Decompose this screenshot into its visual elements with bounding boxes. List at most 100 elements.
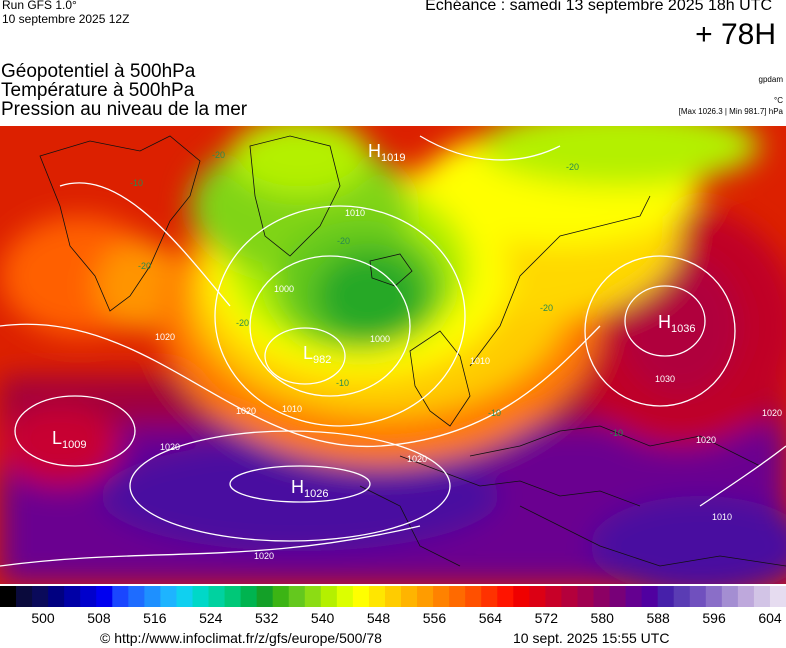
isobar-label: 1000 [274,284,294,294]
temperature-label: -10 [488,408,501,418]
color-swatch [577,586,595,607]
color-swatch [561,586,579,607]
color-swatch [208,586,226,607]
temperature-label: -10 [610,428,623,438]
isobar-label: 1010 [345,208,365,218]
isobar-label: 1030 [655,374,675,384]
color-swatch [48,586,65,607]
title-temperature: Température à 500hPa [1,80,195,101]
color-swatch [240,586,258,607]
isobar-label: 1010 [282,404,302,414]
color-scale-tick: 604 [758,610,782,626]
color-swatch [272,586,290,607]
temperature-label: -20 [540,303,553,313]
isobar-label: 1020 [254,551,274,561]
color-swatch [224,586,242,607]
pressure-centers: H1019 H1036 L982 L1009 H1026 [52,141,695,500]
color-swatch [433,586,450,607]
color-scale-tick: 548 [366,610,391,626]
color-swatch [673,586,691,607]
run-date: 10 septembre 2025 12Z [2,12,130,26]
color-swatch [304,586,322,607]
color-swatch [641,586,659,607]
isobar-labels: 1000 1000 1010 1010 1020 1020 1020 1020 … [155,208,782,561]
color-swatch [16,586,33,607]
color-swatch [112,586,129,607]
pressure-center: H1019 [368,141,405,164]
color-swatch [737,586,755,607]
pressure-center: H1026 [291,477,328,500]
color-swatch [721,586,739,607]
color-swatch [160,586,178,607]
coastlines [39,135,786,567]
unit-geopotential: gpdam [758,75,783,84]
color-scale-tick: 564 [478,610,503,626]
isobar-label: 1000 [370,334,390,344]
lead-time: + 78H [695,18,776,51]
color-swatch [689,586,707,607]
isobars [0,135,786,567]
forecast-valid-time: Echéance : samedi 13 septembre 2025 18h … [425,0,772,14]
color-swatch [513,586,530,607]
isobar-label: 1020 [696,435,716,445]
isobar-label: 1010 [712,512,732,522]
generation-date: 10 sept. 2025 15:55 UTC [513,630,670,646]
color-swatch [336,586,354,607]
color-swatch [96,586,113,607]
color-swatch [545,586,563,607]
color-scale-tick: 500 [31,610,55,626]
temperature-label: -20 [236,318,249,328]
color-swatch [64,586,81,607]
temperature-label: -20 [566,162,579,172]
color-scale-tick: 516 [143,610,167,626]
color-swatch [144,586,162,607]
color-swatch [593,586,611,607]
map-titles: Géopotentiel à 500hPa Température à 500h… [1,62,247,119]
color-swatch [401,586,418,607]
color-scale-tick: 508 [87,610,111,626]
unit-pressure-range: [Max 1026.3 | Min 981.7] hPa [678,107,783,116]
temperature-labels: -20 -20 -20 -20 -10 -10 -10 -10 -20 -20 [130,150,623,438]
run-model: Run GFS 1.0° [2,0,77,12]
color-scale-bar [0,586,786,607]
temperature-label: -10 [336,378,349,388]
color-swatch [417,586,434,607]
color-scale-ticks: 500 508 516 524 532 540 548 556 564 572 580 588 596 6… [0,608,786,630]
run-info: Run GFS 1.0° 10 septembre 2025 12Z [2,0,129,26]
title-pressure: Pression au niveau de la mer [1,99,248,120]
isobar-label: 1020 [407,454,427,464]
color-swatch [465,586,482,607]
isobar-label: 1010 [470,356,490,366]
color-swatch [288,586,306,607]
title-geopotential: Géopotentiel à 500hPa [1,61,196,82]
color-swatch [481,586,498,607]
isobar-label: 1020 [236,406,256,416]
color-scale-tick: 532 [255,610,279,626]
weather-map: H1019 H1036 L982 L1009 H1026 1000 1000 1… [0,126,786,584]
color-swatch [753,586,771,607]
source-url: © http://www.infoclimat.fr/z/gfs/europe/… [100,630,382,646]
color-swatch [384,586,402,607]
units-legend: gpdam °C [Max 1026.3 | Min 981.7] hPa [679,74,783,117]
color-swatch [320,586,338,607]
color-scale-tick: 540 [310,610,335,626]
color-swatch [192,586,210,607]
temperature-label: -20 [212,150,225,160]
color-swatch [625,586,643,607]
color-swatch [497,586,514,607]
isobar-label: 1020 [762,408,782,418]
color-scale-tick: 524 [199,610,223,626]
color-scale-tick: 588 [646,610,670,626]
color-swatch [80,586,97,607]
isobar-label: 1020 [155,332,175,342]
color-swatch [32,586,49,607]
color-swatch [176,586,194,607]
temperature-label: -10 [130,178,143,188]
color-swatch [449,586,466,607]
geopotential-field [0,126,786,584]
color-scale-tick: 572 [534,610,558,626]
color-swatch [256,586,274,607]
color-scale-tick: 580 [590,610,614,626]
color-swatch [128,586,145,607]
color-scale-tick: 596 [702,610,726,626]
